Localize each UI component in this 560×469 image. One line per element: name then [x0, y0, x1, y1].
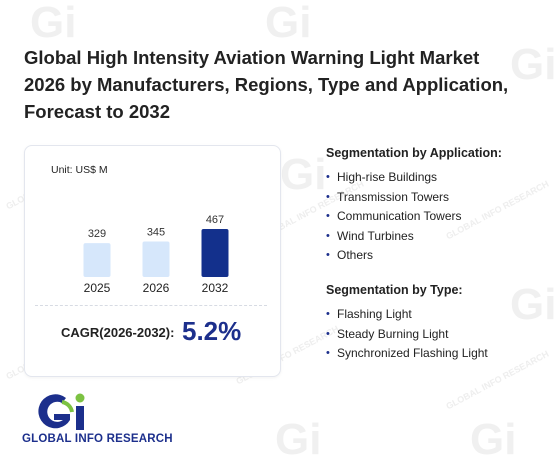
- report-title-line-3: Forecast to 2032: [24, 101, 171, 122]
- bar-value-label: 345: [147, 227, 165, 239]
- market-size-card: Unit: US$ M 329 2025 345 2026 467 2032 CAGR(2…: [24, 145, 281, 377]
- watermark-logo: Gi: [280, 150, 327, 199]
- type-item: Steady Burning Light: [326, 325, 488, 345]
- application-list: High-rise Buildings Transmission Towers …: [326, 168, 502, 266]
- category-label: 2032: [202, 281, 229, 295]
- application-item: Others: [326, 246, 502, 266]
- logo-text: GLOBAL INFO RESEARCH: [22, 433, 173, 445]
- segmentation-by-type: Segmentation by Type: Flashing Light Ste…: [326, 283, 488, 364]
- report-title: Global High Intensity Aviation Warning L…: [24, 44, 544, 125]
- category-label: 2026: [143, 281, 170, 295]
- watermark-logo: Gi: [470, 415, 517, 464]
- watermark-logo: Gi: [510, 280, 557, 329]
- report-title-line-1: Global High Intensity Aviation Warning L…: [24, 47, 480, 68]
- type-list: Flashing Light Steady Burning Light Sync…: [326, 305, 488, 364]
- cagr-label: CAGR(2026-2032):: [61, 325, 175, 340]
- bar-value-label: 329: [88, 228, 106, 240]
- application-item: Wind Turbines: [326, 227, 502, 247]
- segmentation-type-title: Segmentation by Type:: [326, 283, 463, 297]
- bar-2025: [83, 243, 111, 277]
- segmentation-by-application: Segmentation by Application: High-rise B…: [326, 146, 502, 266]
- application-item: Communication Towers: [326, 207, 502, 227]
- cagr-value: 5.2%: [182, 316, 242, 346]
- gi-logo-icon: [38, 393, 85, 430]
- bar-value-label: 467: [206, 214, 224, 226]
- bar-2026: [142, 241, 170, 277]
- application-item: Transmission Towers: [326, 188, 502, 208]
- category-label: 2025: [84, 281, 111, 295]
- type-item: Flashing Light: [326, 305, 488, 325]
- report-title-line-2: 2026 by Manufacturers, Regions, Type and…: [24, 74, 509, 95]
- watermark-logo: Gi: [30, 0, 77, 47]
- card-divider: [35, 305, 267, 306]
- watermark-logo: Gi: [265, 0, 312, 47]
- company-logo: GLOBAL INFO RESEARCH: [22, 392, 192, 452]
- market-size-bar-chart: 329 2025 345 2026 467 2032: [83, 214, 229, 295]
- type-item: Synchronized Flashing Light: [326, 344, 488, 364]
- segmentation-application-title: Segmentation by Application:: [326, 146, 502, 160]
- chart-unit-label: Unit: US$ M: [51, 164, 108, 176]
- watermark-logo: Gi: [275, 415, 322, 464]
- bar-2032: [201, 229, 229, 277]
- application-item: High-rise Buildings: [326, 168, 502, 188]
